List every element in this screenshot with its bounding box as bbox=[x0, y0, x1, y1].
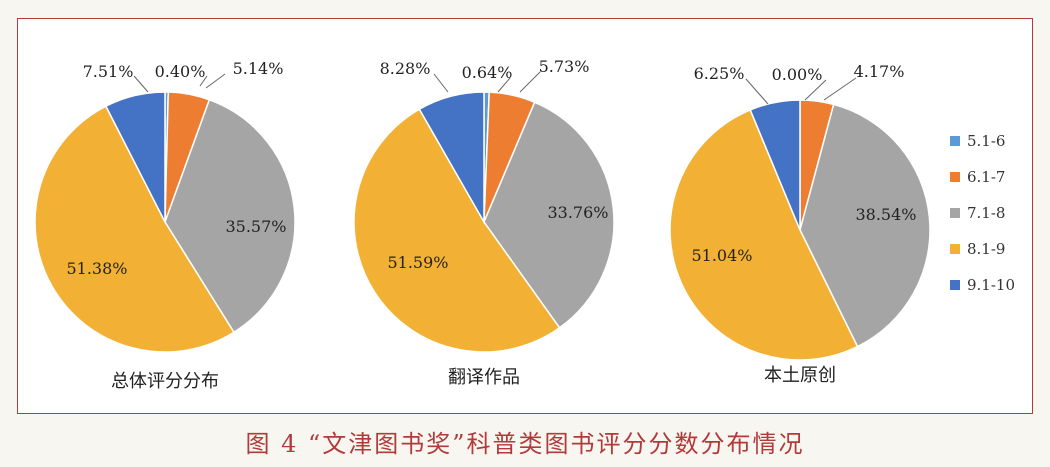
data-label: 51.38% bbox=[66, 259, 127, 278]
legend-swatch bbox=[950, 208, 960, 218]
data-label: 35.57% bbox=[225, 217, 286, 236]
data-label: 38.54% bbox=[855, 205, 916, 224]
leader-line bbox=[519, 71, 541, 93]
data-label: 5.14% bbox=[233, 59, 284, 78]
leader-line bbox=[433, 73, 449, 93]
data-label: 4.17% bbox=[854, 62, 905, 81]
pie-slice bbox=[799, 103, 931, 348]
legend-swatch bbox=[950, 244, 960, 254]
data-label: 0.00% bbox=[772, 65, 823, 84]
legend-label: 8.1-9 bbox=[967, 240, 1005, 258]
pie-chart-1: 0.40% 5.14% 35.57% 51.38% 7.51% 总体评分分布 bbox=[34, 59, 296, 392]
data-label: 0.64% bbox=[462, 63, 513, 82]
pie-slice bbox=[669, 108, 859, 361]
pie-slice bbox=[749, 99, 801, 231]
data-label: 6.25% bbox=[694, 64, 745, 83]
legend-label: 5.1-6 bbox=[967, 132, 1005, 150]
data-label: 8.28% bbox=[380, 59, 431, 78]
pie-slice bbox=[483, 101, 615, 329]
data-label: 51.04% bbox=[691, 246, 752, 265]
leader-line bbox=[745, 78, 769, 105]
leader-line bbox=[133, 75, 149, 93]
data-label: 5.73% bbox=[539, 57, 590, 76]
leader-line bbox=[205, 73, 226, 89]
pie-title: 总体评分分布 bbox=[111, 371, 219, 392]
legend-swatch bbox=[950, 280, 960, 290]
legend-swatch bbox=[950, 172, 960, 182]
leader-line bbox=[823, 77, 857, 101]
data-label: 0.40% bbox=[155, 62, 206, 81]
pie-chart-3: 0.00% 4.17% 38.54% 51.04% 6.25% 本土原创 bbox=[669, 62, 931, 386]
legend-label: 9.1-10 bbox=[967, 276, 1015, 294]
pie-slice bbox=[164, 98, 296, 334]
leader-line bbox=[497, 77, 511, 93]
pie-slice bbox=[353, 108, 561, 353]
leader-line bbox=[804, 79, 827, 101]
pie-slice bbox=[104, 91, 166, 223]
pie-slice bbox=[34, 105, 235, 353]
data-label: 51.59% bbox=[387, 253, 448, 272]
legend-label: 6.1-7 bbox=[967, 168, 1005, 186]
legend-label: 7.1-8 bbox=[967, 204, 1005, 222]
legend: 5.1-6 6.1-7 7.1-8 8.1-9 9.1-10 bbox=[950, 132, 1015, 294]
legend-swatch bbox=[950, 136, 960, 146]
pie-slice bbox=[418, 91, 485, 225]
leader-line bbox=[199, 75, 208, 87]
pie-title: 翻译作品 bbox=[448, 367, 520, 388]
figure-caption: 图 4 “文津图书奖”科普类图书评分分数分布情况 bbox=[245, 430, 805, 458]
data-label: 33.76% bbox=[547, 203, 608, 222]
pie-chart-2: 0.64% 5.73% 33.76% 51.59% 8.28% 翻译作品 bbox=[353, 57, 615, 388]
pie-title: 本土原创 bbox=[764, 365, 836, 386]
data-label: 7.51% bbox=[83, 62, 134, 81]
